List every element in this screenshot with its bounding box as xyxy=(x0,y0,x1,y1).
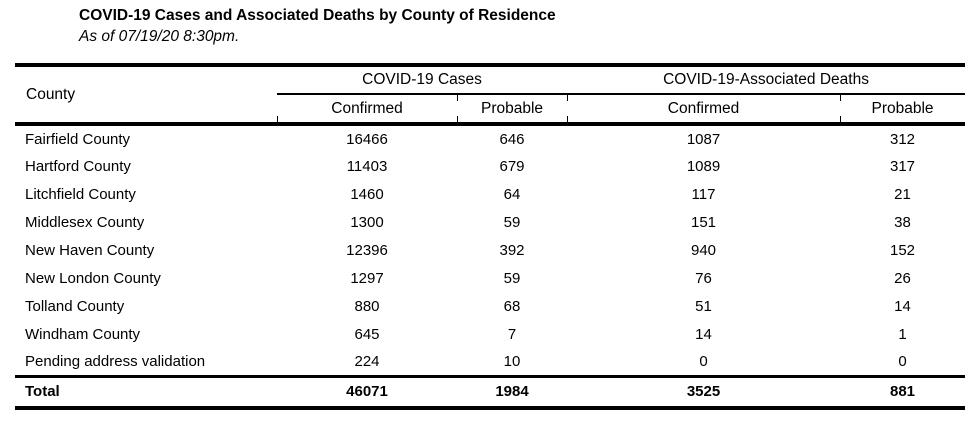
deaths-probable-value: 0 xyxy=(898,352,907,370)
subheader-cases-confirmed: Confirmed xyxy=(277,94,457,126)
total-deaths-probable: 881 xyxy=(840,374,966,410)
column-header-county: County xyxy=(15,65,277,126)
cases-confirmed-value: 645 xyxy=(354,325,380,343)
deaths-probable-value: 26 xyxy=(894,269,911,287)
subheader-cases-probable: Probable xyxy=(457,94,568,126)
deaths-probable-value: 317 xyxy=(890,157,916,175)
deaths-probable-value: 1 xyxy=(898,325,907,343)
deaths-confirmed-value: 0 xyxy=(699,352,708,370)
deaths-confirmed-value: 76 xyxy=(695,269,712,287)
cases-confirmed-value: 1460 xyxy=(350,185,384,203)
cases-probable-value: 7 xyxy=(507,325,517,343)
total-cases-probable: 1984 xyxy=(457,374,568,410)
county-name: Windham County xyxy=(25,325,141,343)
deaths-probable-value: 21 xyxy=(894,185,911,203)
cases-probable-value: 68 xyxy=(503,297,521,315)
deaths-probable-value: 14 xyxy=(894,297,911,315)
cases-probable-value: 59 xyxy=(503,213,521,231)
deaths-probable-value: 312 xyxy=(890,130,916,148)
cases-confirmed-value: 11403 xyxy=(346,157,388,175)
group-header-cases: COVID-19 Cases xyxy=(277,65,568,95)
deaths-probable-value: 38 xyxy=(894,213,911,231)
subheader-deaths-confirmed: Confirmed xyxy=(567,94,841,126)
county-name: Middlesex County xyxy=(25,213,145,231)
county-name: Hartford County xyxy=(25,157,131,175)
cases-confirmed-value: 1300 xyxy=(350,213,384,231)
county-name: Tolland County xyxy=(25,297,125,315)
county-row: Fairfield County 16466 646 1087 312 xyxy=(15,124,965,152)
cases-probable-value: 679 xyxy=(499,157,525,175)
cases-probable-value: 64 xyxy=(503,185,521,203)
cases-probable-value: 646 xyxy=(499,130,525,148)
county-row: New Haven County 12396 392 940 152 xyxy=(15,236,965,264)
county-name: New Haven County xyxy=(25,241,155,259)
cases-confirmed-value: 12396 xyxy=(346,241,388,259)
cases-confirmed-value: 16466 xyxy=(346,130,388,148)
deaths-probable-value: 152 xyxy=(890,241,916,259)
cases-confirmed-value: 880 xyxy=(354,297,380,315)
cases-probable-value: 392 xyxy=(499,241,525,259)
county-row: Middlesex County 1300 59 151 38 xyxy=(15,208,965,236)
subheader-deaths-probable: Probable xyxy=(840,94,966,126)
cases-probable-value: 10 xyxy=(503,352,521,370)
total-cases-confirmed: 46071 xyxy=(277,374,457,410)
deaths-confirmed-value: 51 xyxy=(695,297,712,315)
total-row: Total 46071 1984 3525 881 xyxy=(15,374,966,410)
cases-confirmed-value: 224 xyxy=(354,352,380,370)
table-footer: Total 46071 1984 3525 881 xyxy=(15,374,966,410)
page-title: COVID-19 Cases and Associated Deaths by … xyxy=(79,7,556,24)
cases-confirmed-value: 1297 xyxy=(350,269,384,287)
county-row: Hartford County 11403 679 1089 317 xyxy=(15,152,965,180)
group-header-deaths: COVID-19-Associated Deaths xyxy=(567,65,966,95)
county-name: Litchfield County xyxy=(25,185,136,203)
cases-probable-value: 59 xyxy=(503,269,521,287)
county-row: Litchfield County 1460 64 117 21 xyxy=(15,180,965,208)
table-header: County COVID-19 Cases COVID-19-Associate… xyxy=(15,65,966,126)
deaths-confirmed-value: 117 xyxy=(691,185,716,203)
county-name: Fairfield County xyxy=(25,130,131,148)
table-body: Fairfield County 16466 646 1087 312 Hart… xyxy=(15,124,965,376)
as-of-timestamp: As of 07/19/20 8:30pm. xyxy=(79,28,240,45)
deaths-confirmed-value: 1089 xyxy=(686,157,721,175)
county-row: Tolland County 880 68 51 14 xyxy=(15,292,965,320)
subheader-row: Confirmed Probable Confirmed Probable xyxy=(15,94,966,126)
deaths-confirmed-value: 14 xyxy=(695,325,712,343)
deaths-confirmed-value: 1087 xyxy=(686,130,721,148)
group-header-row: County COVID-19 Cases COVID-19-Associate… xyxy=(15,65,966,126)
county-row: Pending address validation 224 10 0 0 xyxy=(15,348,965,376)
total-deaths-confirmed: 3525 xyxy=(567,374,841,410)
report-header: COVID-19 Cases and Associated Deaths by … xyxy=(79,6,556,47)
county-row: New London County 1297 59 76 26 xyxy=(15,264,965,292)
deaths-confirmed-value: 151 xyxy=(691,213,717,231)
deaths-confirmed-value: 940 xyxy=(691,241,717,259)
county-row: Windham County 645 7 14 1 xyxy=(15,320,965,348)
covid-county-table: County COVID-19 Cases COVID-19-Associate… xyxy=(15,63,966,410)
county-name: New London County xyxy=(25,269,161,287)
county-name: Pending address validation xyxy=(25,352,206,370)
total-label: Total xyxy=(15,374,277,410)
